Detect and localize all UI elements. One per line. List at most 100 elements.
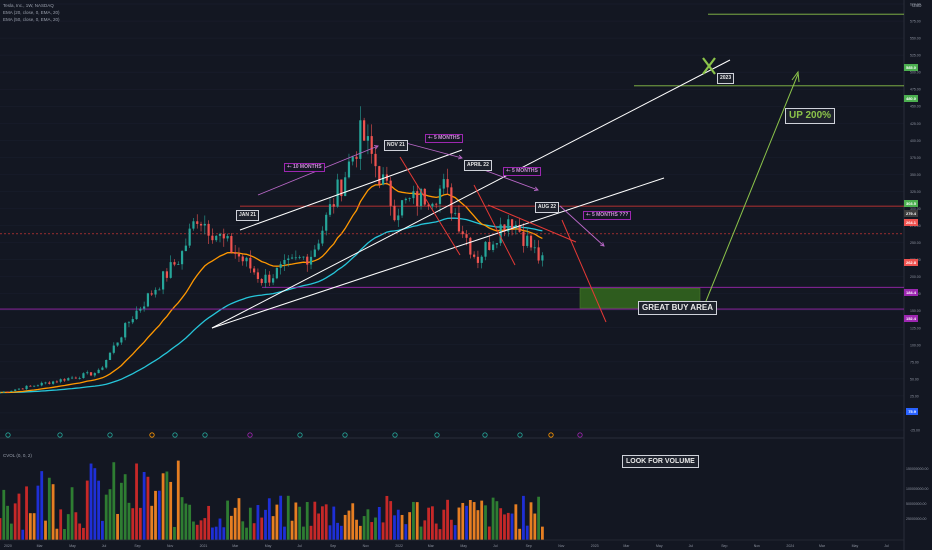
price-tag: 303.5	[903, 200, 918, 207]
label-nov21: NOV 21	[384, 140, 408, 151]
candle-body	[332, 204, 335, 207]
volume-bar	[347, 510, 351, 540]
volume-bar	[36, 485, 40, 540]
candle-body	[89, 372, 93, 376]
candle-body	[488, 241, 491, 250]
volume-bar	[97, 480, 101, 540]
volume-bar	[252, 523, 256, 540]
volume-bar	[47, 477, 51, 540]
volume-bar	[229, 515, 233, 540]
candle-body	[196, 221, 199, 224]
price-tag: 152.4	[903, 315, 918, 322]
volume-bar	[25, 486, 28, 540]
price-tag: 480.0	[903, 95, 918, 102]
volume-bar	[93, 468, 97, 540]
label-april22: APRIL 22	[464, 160, 492, 171]
volume-bar	[446, 499, 449, 540]
candle-body	[260, 278, 263, 284]
candle-body	[325, 214, 328, 231]
candle-body	[321, 230, 324, 244]
candle-body	[476, 256, 480, 263]
candle-body	[215, 235, 218, 241]
volume-bar	[123, 474, 127, 540]
volume-bar	[370, 522, 374, 540]
candle-body	[256, 272, 260, 279]
volume-axis-tick: 25000000.00	[906, 517, 926, 521]
volume-bar	[195, 524, 199, 540]
candle-body	[271, 278, 275, 283]
volume-bar	[17, 493, 21, 540]
candle-body	[461, 231, 464, 235]
event-marker	[247, 432, 253, 438]
volume-bar	[339, 525, 343, 540]
candle-body	[97, 369, 100, 374]
candle-body	[381, 174, 385, 185]
x-axis-tick: May	[852, 544, 859, 548]
symbol-title: Tesla, Inc., 1W, NASDAQ	[3, 3, 54, 8]
volume-bar	[78, 523, 82, 540]
candle-body	[393, 205, 396, 221]
candle-body	[237, 253, 241, 257]
y-axis-tick: 375.00	[910, 156, 921, 160]
volume-bar	[415, 502, 419, 540]
volume-bar	[461, 502, 465, 540]
volume-bar	[55, 528, 59, 540]
candle-body	[135, 310, 138, 320]
candle-body	[404, 198, 407, 201]
candle-body	[533, 247, 536, 249]
candle-body	[408, 198, 411, 199]
volume-bar	[112, 462, 116, 540]
candle-body	[344, 177, 347, 197]
volume-bar	[44, 520, 47, 540]
candle-body	[469, 237, 472, 255]
volume-bar	[396, 509, 400, 540]
candle-body	[241, 256, 244, 262]
arrow-five-months-c-head	[600, 242, 605, 247]
volume-bar	[449, 519, 453, 540]
candle-body	[124, 323, 127, 338]
event-marker	[482, 432, 488, 438]
volume-axis-tick: 100000000.00	[906, 487, 928, 491]
candle-body	[438, 188, 442, 204]
candle-body	[173, 262, 176, 265]
candle-body	[253, 268, 256, 273]
candle-body	[192, 221, 195, 229]
volume-bar	[343, 514, 347, 540]
candle-body	[336, 179, 339, 207]
event-marker	[342, 432, 348, 438]
label-five-months-a: +- 5 MONTHS	[425, 134, 463, 143]
volume-bar	[431, 506, 434, 540]
candle-body	[207, 223, 210, 236]
candle-body	[484, 241, 487, 257]
x-axis-tick: Mar	[623, 544, 630, 548]
candle-body	[442, 179, 445, 189]
arrow-five-months-b	[483, 169, 539, 191]
candle-body	[177, 264, 180, 266]
event-marker	[149, 432, 155, 438]
candle-body	[44, 382, 47, 384]
candle-body	[112, 345, 115, 353]
price-tag: 184.4	[903, 289, 918, 296]
candle-body	[17, 388, 21, 390]
volume-bar	[457, 507, 461, 540]
volume-bar	[146, 476, 150, 540]
ema50-line	[0, 217, 543, 394]
volume-legend: CVOL (0, 0, 2)	[3, 453, 32, 458]
x-axis-tick: Jul	[884, 544, 889, 548]
volume-bar	[199, 520, 203, 540]
candle-body	[86, 372, 89, 374]
volume-bar	[468, 500, 472, 540]
candle-body	[93, 373, 96, 376]
candle-body	[366, 136, 370, 141]
volume-bar	[522, 495, 525, 540]
downtrend-line-3	[487, 204, 577, 243]
volume-bar	[267, 498, 271, 540]
x-axis-tick: 2023	[591, 544, 599, 548]
candle-body	[400, 200, 404, 216]
volume-bar	[248, 507, 252, 540]
arrow-ten-months-head	[373, 145, 379, 150]
volume-bar	[82, 527, 85, 540]
volume-bar	[294, 502, 298, 540]
volume-bar	[283, 526, 286, 540]
